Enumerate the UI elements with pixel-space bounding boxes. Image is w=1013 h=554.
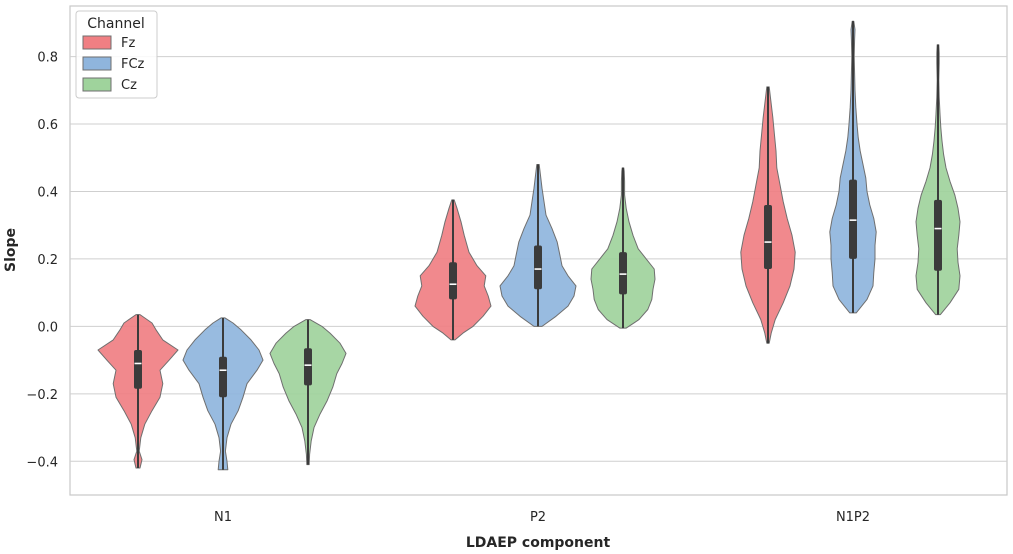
violin-iqr-box: [219, 356, 227, 398]
y-tick-label: 0.0: [37, 320, 58, 335]
x-tick-label: N1: [214, 510, 232, 525]
violin-iqr-box: [619, 252, 627, 295]
y-tick-label: −0.2: [26, 388, 58, 403]
violin-iqr-box: [534, 245, 542, 290]
legend-label-fcz: FCz: [121, 57, 145, 72]
legend-label-cz: Cz: [121, 78, 137, 93]
violin-cz-n1p2: [915, 44, 961, 316]
violin-fcz-p2: [499, 164, 577, 327]
y-tick-label: 0.2: [37, 253, 58, 268]
violin-iqr-box: [449, 262, 457, 300]
y-tick-label: 0.4: [37, 185, 58, 200]
x-tick-label: P2: [530, 510, 546, 525]
x-axis-label: LDAEP component: [466, 535, 611, 551]
violin-iqr-box: [304, 348, 312, 386]
violin-fz-p2: [414, 199, 492, 341]
y-axis-label: Slope: [3, 228, 19, 272]
legend-label-fz: Fz: [121, 36, 135, 51]
violin-iqr-box: [849, 179, 857, 259]
x-tick-label: N1P2: [836, 510, 870, 525]
legend-swatch-fcz: [82, 56, 112, 71]
violin-iqr-box: [134, 349, 142, 389]
legend-swatch-cz: [82, 77, 112, 92]
violin-iqr-box: [934, 199, 942, 271]
violin-fcz-n1p2: [829, 20, 877, 314]
x-tick-labels: N1 P2 N1P2: [214, 510, 870, 525]
y-tick-label: 0.8: [37, 51, 58, 66]
violin-fz-n1: [97, 314, 179, 469]
legend: Channel Fz FCz Cz: [75, 10, 158, 99]
y-tick-label: −0.4: [26, 455, 58, 470]
legend-swatch-fz: [82, 35, 112, 50]
y-tick-label: 0.6: [37, 118, 58, 133]
violin-cz-n1: [269, 319, 347, 466]
violins: [97, 20, 961, 471]
violin-fcz-n1: [182, 317, 264, 471]
legend-title: Channel: [87, 16, 144, 32]
legend-box: [75, 10, 158, 99]
y-tick-labels: −0.4 −0.2 0.0 0.2 0.4 0.6 0.8: [26, 51, 58, 471]
violin-fz-n1p2: [740, 86, 796, 344]
violin-cz-p2: [590, 167, 656, 329]
violin-iqr-box: [764, 204, 772, 270]
